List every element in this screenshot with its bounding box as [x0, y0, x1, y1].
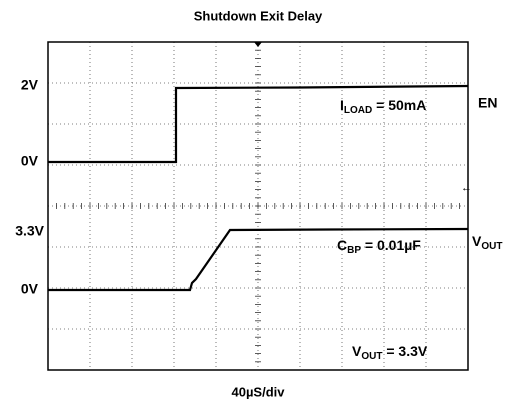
ann-main: C [337, 237, 347, 253]
cbp-annotation: CBP = 0.01µF [337, 237, 421, 256]
trigger-marker [254, 42, 262, 47]
ann-sub: BP [347, 245, 361, 256]
level-label: 3.3V [15, 223, 44, 239]
ground-marker: ← [461, 182, 472, 194]
ann-rest: = 50mA [372, 97, 426, 113]
ch-main: V [472, 233, 482, 249]
ann-rest: = 0.01µF [361, 237, 421, 253]
grid [47, 41, 469, 371]
en-trace [48, 84, 469, 164]
level-label: 0V [21, 153, 39, 169]
ch-sub: OUT [481, 241, 502, 252]
ann-rest: = 3.3V [382, 343, 427, 359]
channel-label: EN [478, 95, 497, 111]
level-label: 0V [21, 281, 39, 297]
load-annotation: ILOAD = 50mA [340, 97, 426, 116]
chart-title: Shutdown Exit Delay [194, 8, 323, 23]
ann-sub: OUT [361, 351, 382, 362]
x-axis-label: 40µS/div [231, 384, 285, 399]
vout-annotation: VOUT = 3.3V [352, 343, 428, 362]
vout-trace [48, 227, 469, 292]
level-label: 2V [21, 77, 39, 93]
channel-label: VOUT [472, 233, 502, 252]
ann-main: I [340, 97, 344, 113]
ann-sub: LOAD [344, 105, 372, 116]
ann-main: V [352, 343, 362, 359]
